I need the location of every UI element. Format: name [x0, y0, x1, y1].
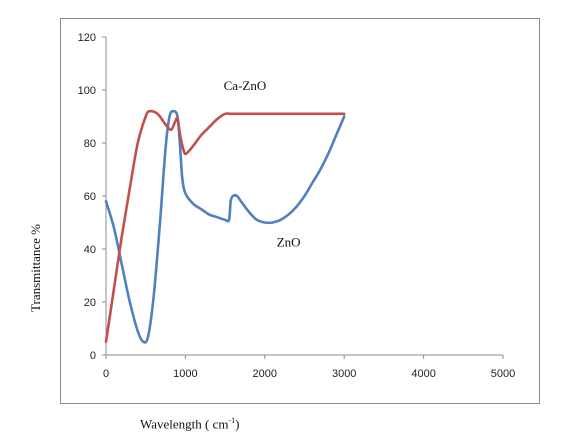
x-tick-label: 4000	[411, 368, 435, 380]
y-tick-label: 40	[84, 244, 96, 256]
y-tick-label: 20	[84, 297, 96, 309]
x-tick-label: 3000	[332, 368, 356, 380]
chart-frame: 0 20 40 60 80 100 120 0 1000 2000 3000 4000 5000 Ca-Z…	[60, 18, 540, 404]
y-tick-label: 60	[84, 191, 96, 203]
y-axis-label: Transmittance %	[28, 224, 43, 312]
series-label-zno: ZnO	[277, 234, 301, 249]
series-line-zno	[104, 109, 346, 344]
series-line-ca-zno	[104, 109, 346, 344]
x-axis-label-text: Wavelength ( cm	[140, 416, 229, 432]
y-tick-label: 100	[78, 85, 96, 97]
x-tick-label: 1000	[173, 368, 197, 380]
line-chart: 0 20 40 60 80 100 120 0 1000 2000 3000 4000 5000 Ca-Z…	[78, 32, 516, 380]
x-tick-label: 5000	[491, 368, 515, 380]
x-axis-label-end: )	[235, 416, 240, 432]
x-axis-label-superscript: -1	[228, 416, 236, 425]
y-tick-label: 0	[90, 350, 96, 362]
x-tick-label: 2000	[253, 368, 277, 380]
series-label-ca-zno: Ca-ZnO	[224, 78, 267, 93]
y-tick-label: 80	[84, 138, 96, 150]
y-tick-label: 120	[78, 32, 96, 44]
x-axis-label: Wavelength ( cm-1)	[140, 416, 240, 432]
x-tick-label: 0	[103, 368, 109, 380]
